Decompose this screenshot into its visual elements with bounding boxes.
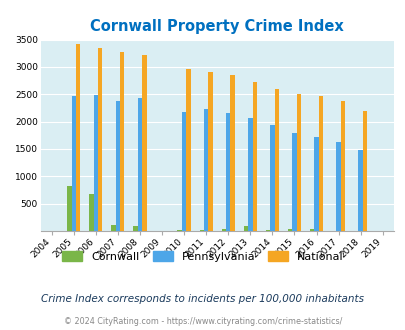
Text: © 2024 CityRating.com - https://www.cityrating.com/crime-statistics/: © 2024 CityRating.com - https://www.city… <box>64 317 341 326</box>
Bar <box>89 194 93 231</box>
Bar <box>76 44 80 231</box>
Bar <box>287 229 292 231</box>
Bar <box>336 142 340 231</box>
Bar <box>362 111 367 231</box>
Bar <box>243 225 247 231</box>
Bar <box>252 82 256 231</box>
Bar <box>133 226 137 231</box>
Bar <box>137 98 142 231</box>
Bar <box>292 133 296 231</box>
Bar <box>181 112 186 231</box>
Bar <box>67 186 71 231</box>
Bar <box>221 229 226 231</box>
Bar <box>186 69 190 231</box>
Bar <box>270 125 274 231</box>
Bar <box>111 225 115 231</box>
Bar <box>265 230 270 231</box>
Bar <box>358 149 362 231</box>
Bar <box>98 49 102 231</box>
Bar <box>274 89 278 231</box>
Bar <box>71 96 76 231</box>
Bar <box>177 230 181 231</box>
Title: Cornwall Property Crime Index: Cornwall Property Crime Index <box>90 19 343 34</box>
Bar <box>115 101 120 231</box>
Bar <box>199 230 203 231</box>
Bar <box>142 55 146 231</box>
Bar <box>313 137 318 231</box>
Bar <box>318 96 322 231</box>
Legend: Cornwall, Pennsylvania, National: Cornwall, Pennsylvania, National <box>58 247 347 267</box>
Bar <box>120 52 124 231</box>
Bar <box>208 72 212 231</box>
Bar <box>309 229 313 231</box>
Bar <box>230 75 234 231</box>
Bar <box>247 118 252 231</box>
Bar <box>93 95 98 231</box>
Bar <box>340 101 344 231</box>
Bar <box>203 109 208 231</box>
Bar <box>226 113 230 231</box>
Text: Crime Index corresponds to incidents per 100,000 inhabitants: Crime Index corresponds to incidents per… <box>41 294 364 304</box>
Bar <box>296 94 301 231</box>
